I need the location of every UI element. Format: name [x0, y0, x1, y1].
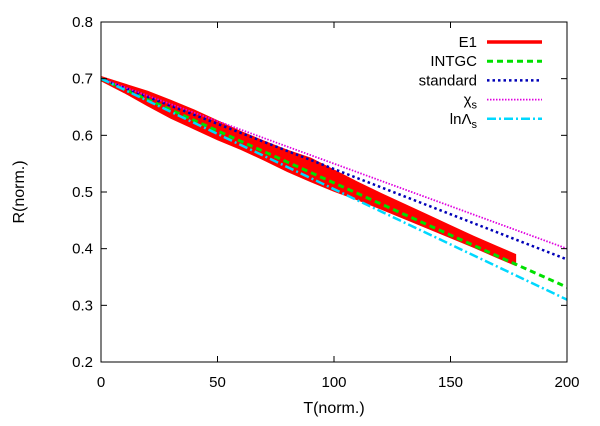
series-band-e1: [100, 75, 517, 267]
x-tick-label: 50: [209, 374, 226, 391]
legend-label: standard: [419, 72, 477, 89]
legend-label: lnΛs: [450, 111, 478, 131]
y-tick-label: 0.5: [72, 184, 93, 201]
y-tick-label: 0.3: [72, 297, 93, 314]
legend-item: lnΛs: [450, 111, 542, 131]
legend-label: INTGC: [430, 53, 477, 70]
x-tick-label: 200: [554, 374, 579, 391]
x-tick-label: 100: [321, 374, 346, 391]
legend-item: E1: [459, 34, 542, 51]
x-tick-label: 0: [97, 374, 105, 391]
y-tick-label: 0.7: [72, 71, 93, 88]
plot-frame: [100, 21, 568, 363]
x-axis-title: T(norm.): [303, 400, 364, 417]
y-tick-label: 0.8: [72, 14, 93, 31]
y-tick-label: 0.2: [72, 354, 93, 371]
tick-layer: 0 50 100 150 200 0.2 0.3 0.4 0.5 0.6 0.7 0.8: [72, 14, 579, 391]
series-line-2: [100, 77, 568, 261]
series-line-4: [100, 77, 568, 301]
legend-label: E1: [459, 34, 477, 51]
y-axis-title: R(norm.): [11, 160, 28, 223]
y-tick-label: 0.4: [72, 241, 93, 258]
x-tick-label: 150: [438, 374, 463, 391]
series-layer: [100, 75, 568, 301]
legend-item: standard: [419, 72, 542, 89]
legend-item: χs: [464, 92, 542, 112]
series-line-1: [100, 77, 568, 289]
legend-item: INTGC: [430, 53, 542, 70]
y-tick-label: 0.6: [72, 127, 93, 144]
legend-label: χs: [464, 92, 478, 112]
